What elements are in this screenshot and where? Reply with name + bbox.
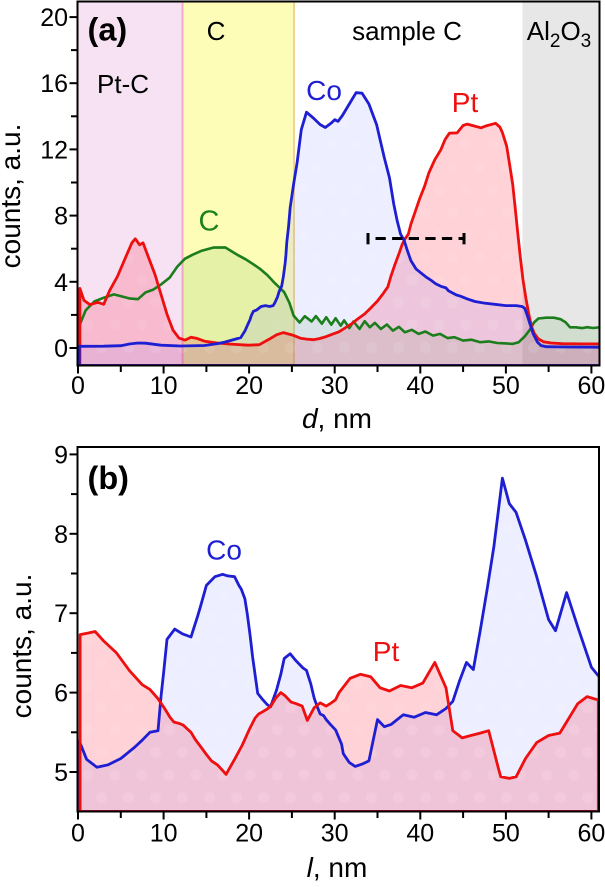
svg-text:40: 40 <box>406 372 434 400</box>
svg-text:(a): (a) <box>88 12 128 48</box>
svg-text:10: 10 <box>150 372 178 400</box>
svg-text:12: 12 <box>40 136 68 164</box>
svg-text:30: 30 <box>321 372 349 400</box>
svg-text:6: 6 <box>54 680 68 708</box>
svg-text:10: 10 <box>150 820 178 848</box>
svg-text:sample C: sample C <box>352 16 462 46</box>
svg-text:counts, a.u.: counts, a.u. <box>0 124 26 269</box>
svg-text:4: 4 <box>54 269 68 297</box>
svg-text:C: C <box>199 206 220 238</box>
svg-text:7: 7 <box>54 600 68 628</box>
svg-text:0: 0 <box>71 820 85 848</box>
svg-text:20: 20 <box>235 372 263 400</box>
svg-text:Pt: Pt <box>452 87 479 118</box>
svg-text:20: 20 <box>40 4 68 32</box>
svg-text:Co: Co <box>206 535 242 566</box>
svg-text:5: 5 <box>54 759 68 787</box>
svg-text:Co: Co <box>306 75 342 106</box>
svg-text:8: 8 <box>54 203 68 231</box>
svg-text:0: 0 <box>71 372 85 400</box>
svg-text:30: 30 <box>321 820 349 848</box>
svg-text:counts, a.u.: counts, a.u. <box>6 574 37 719</box>
svg-text:d, nm: d, nm <box>302 403 372 434</box>
svg-text:8: 8 <box>54 521 68 549</box>
svg-text:l, nm: l, nm <box>307 852 368 882</box>
svg-text:60: 60 <box>577 372 605 400</box>
svg-text:50: 50 <box>492 372 520 400</box>
svg-text:16: 16 <box>40 70 68 98</box>
svg-text:Pt: Pt <box>373 636 400 667</box>
svg-text:(b): (b) <box>88 460 130 496</box>
svg-text:Pt-C: Pt-C <box>97 69 149 99</box>
svg-text:50: 50 <box>492 820 520 848</box>
svg-text:60: 60 <box>577 820 605 848</box>
svg-text:0: 0 <box>54 335 68 363</box>
svg-text:C: C <box>207 16 226 46</box>
svg-text:20: 20 <box>235 820 263 848</box>
svg-text:9: 9 <box>54 441 68 469</box>
svg-text:40: 40 <box>406 820 434 848</box>
